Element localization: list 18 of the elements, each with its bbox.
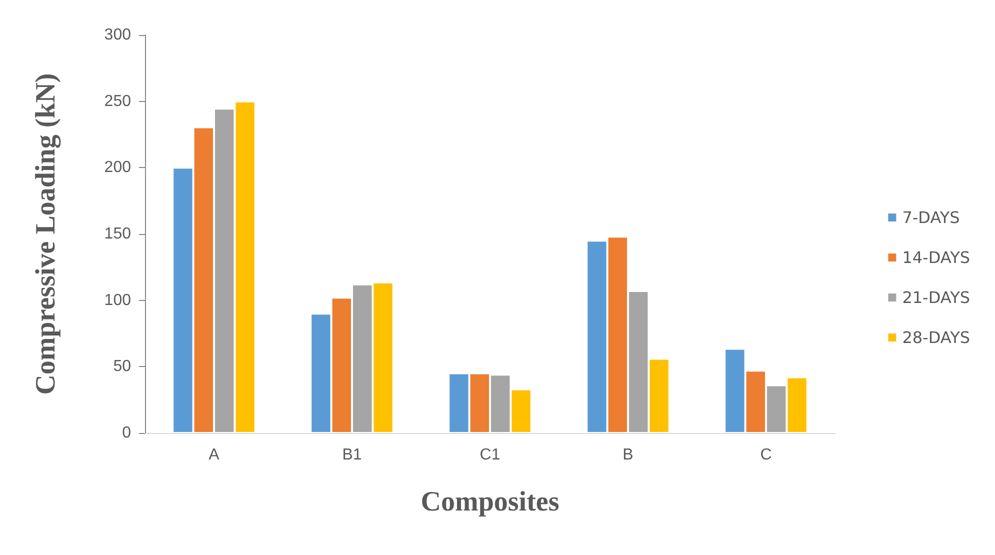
- y-tick-label: 50: [113, 358, 132, 376]
- y-tick-label: 300: [104, 26, 132, 44]
- y-tick-label: 150: [104, 226, 132, 242]
- legend-label: 7-DAYS: [902, 208, 960, 227]
- x-tick-label: C1: [480, 446, 500, 464]
- legend-label: 28-DAYS: [902, 328, 970, 347]
- y-tick-label: 100: [104, 292, 132, 309]
- x-tick-label: A: [208, 446, 220, 464]
- x-tick-label: B1: [342, 446, 362, 464]
- x-tick-label: C: [760, 446, 772, 464]
- y-axis-title: Compressive Loading (kN): [30, 73, 62, 395]
- legend-label: 21-DAYS: [902, 288, 970, 307]
- legend-label: 14-DAYS: [902, 248, 970, 267]
- y-tick-label: 250: [104, 92, 132, 110]
- y-tick-label: 200: [104, 159, 132, 176]
- x-tick-label: B: [622, 446, 634, 464]
- y-tick-label: 0: [122, 424, 132, 442]
- x-axis-title: Composites: [420, 486, 560, 518]
